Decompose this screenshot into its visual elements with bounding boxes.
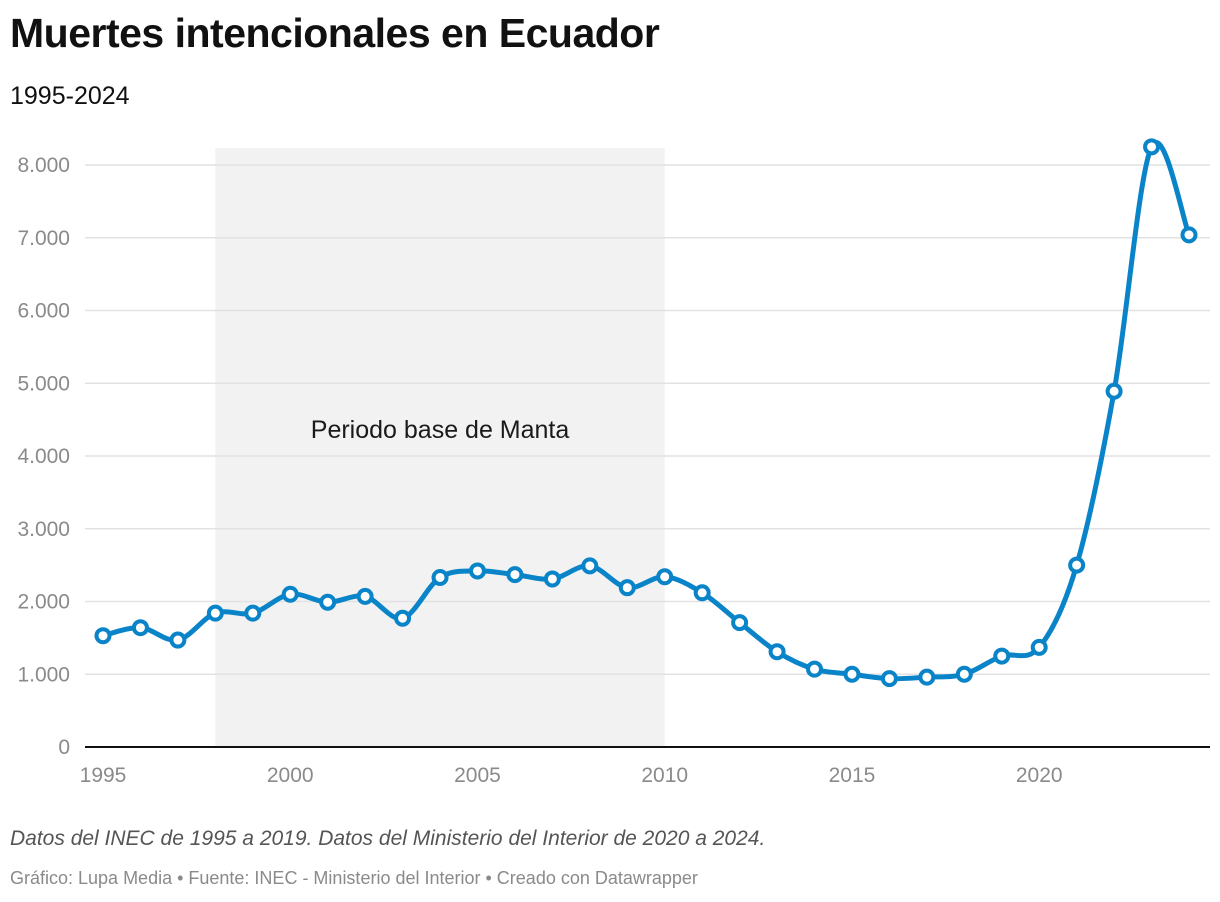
y-tick-label-8000: 8.000 [17,154,70,177]
line-chart: Periodo base de Manta 0 1.000 2.000 3.000 4.… [17,138,1210,787]
data-point-2004[interactable] [431,568,449,586]
marker-layer [94,138,1198,688]
data-point-2020[interactable] [1030,638,1048,656]
chart-subtitle: 1995-2024 [10,82,130,110]
y-tick-label-2000: 2.000 [17,591,70,614]
data-point-1998[interactable] [206,604,224,622]
data-point-2021[interactable] [1068,556,1086,574]
data-point-2024[interactable] [1180,226,1198,244]
data-point-2011[interactable] [693,584,711,602]
data-point-2006[interactable] [506,566,524,584]
x-tick-label-2005: 2005 [454,764,501,787]
data-point-2010[interactable] [656,568,674,586]
y-tick-label-5000: 5.000 [17,372,70,395]
period-annotation-label: Periodo base de Manta [311,416,570,444]
y-tick-label-7000: 7.000 [17,227,70,250]
data-point-2008[interactable] [581,557,599,575]
data-point-2022[interactable] [1105,382,1123,400]
x-axis-ticks: 1995 2000 2005 2010 2015 2020 [80,764,1063,787]
data-point-2018[interactable] [955,665,973,683]
x-tick-label-2015: 2015 [829,764,876,787]
x-tick-label-2020: 2020 [1016,764,1063,787]
x-tick-label-2010: 2010 [641,764,688,787]
data-point-2000[interactable] [281,585,299,603]
x-tick-label-2000: 2000 [267,764,314,787]
data-point-2005[interactable] [468,562,486,580]
data-point-2001[interactable] [319,593,337,611]
data-point-1996[interactable] [131,619,149,637]
data-point-2009[interactable] [618,579,636,597]
data-point-1999[interactable] [244,604,262,622]
y-tick-label-1000: 1.000 [17,663,70,686]
data-point-2007[interactable] [543,570,561,588]
data-point-2017[interactable] [918,668,936,686]
data-point-2015[interactable] [843,665,861,683]
data-point-1995[interactable] [94,627,112,645]
shaded-period-layer: Periodo base de Manta [215,148,665,747]
chart-title: Muertes intencionales en Ecuador [10,10,660,56]
data-point-2014[interactable] [806,660,824,678]
data-point-2016[interactable] [880,670,898,688]
data-point-2013[interactable] [768,643,786,661]
data-point-2002[interactable] [356,587,374,605]
credits-line: Gráfico: Lupa Media • Fuente: INEC - Min… [10,868,698,888]
y-tick-label-3000: 3.000 [17,518,70,541]
data-point-2023[interactable] [1143,138,1161,156]
y-axis-ticks: 0 1.000 2.000 3.000 4.000 5.000 6.000 7.000 8.00… [17,154,70,759]
data-point-2019[interactable] [993,647,1011,665]
data-source-note: Datos del INEC de 1995 a 2019. Datos del… [10,827,766,850]
y-tick-label-6000: 6.000 [17,300,70,323]
data-point-2003[interactable] [394,609,412,627]
y-tick-label-4000: 4.000 [17,445,70,468]
y-tick-label-0: 0 [58,736,70,759]
x-tick-label-1995: 1995 [80,764,127,787]
data-point-2012[interactable] [731,614,749,632]
data-point-1997[interactable] [169,631,187,649]
shaded-period-1998-2010 [215,148,665,747]
